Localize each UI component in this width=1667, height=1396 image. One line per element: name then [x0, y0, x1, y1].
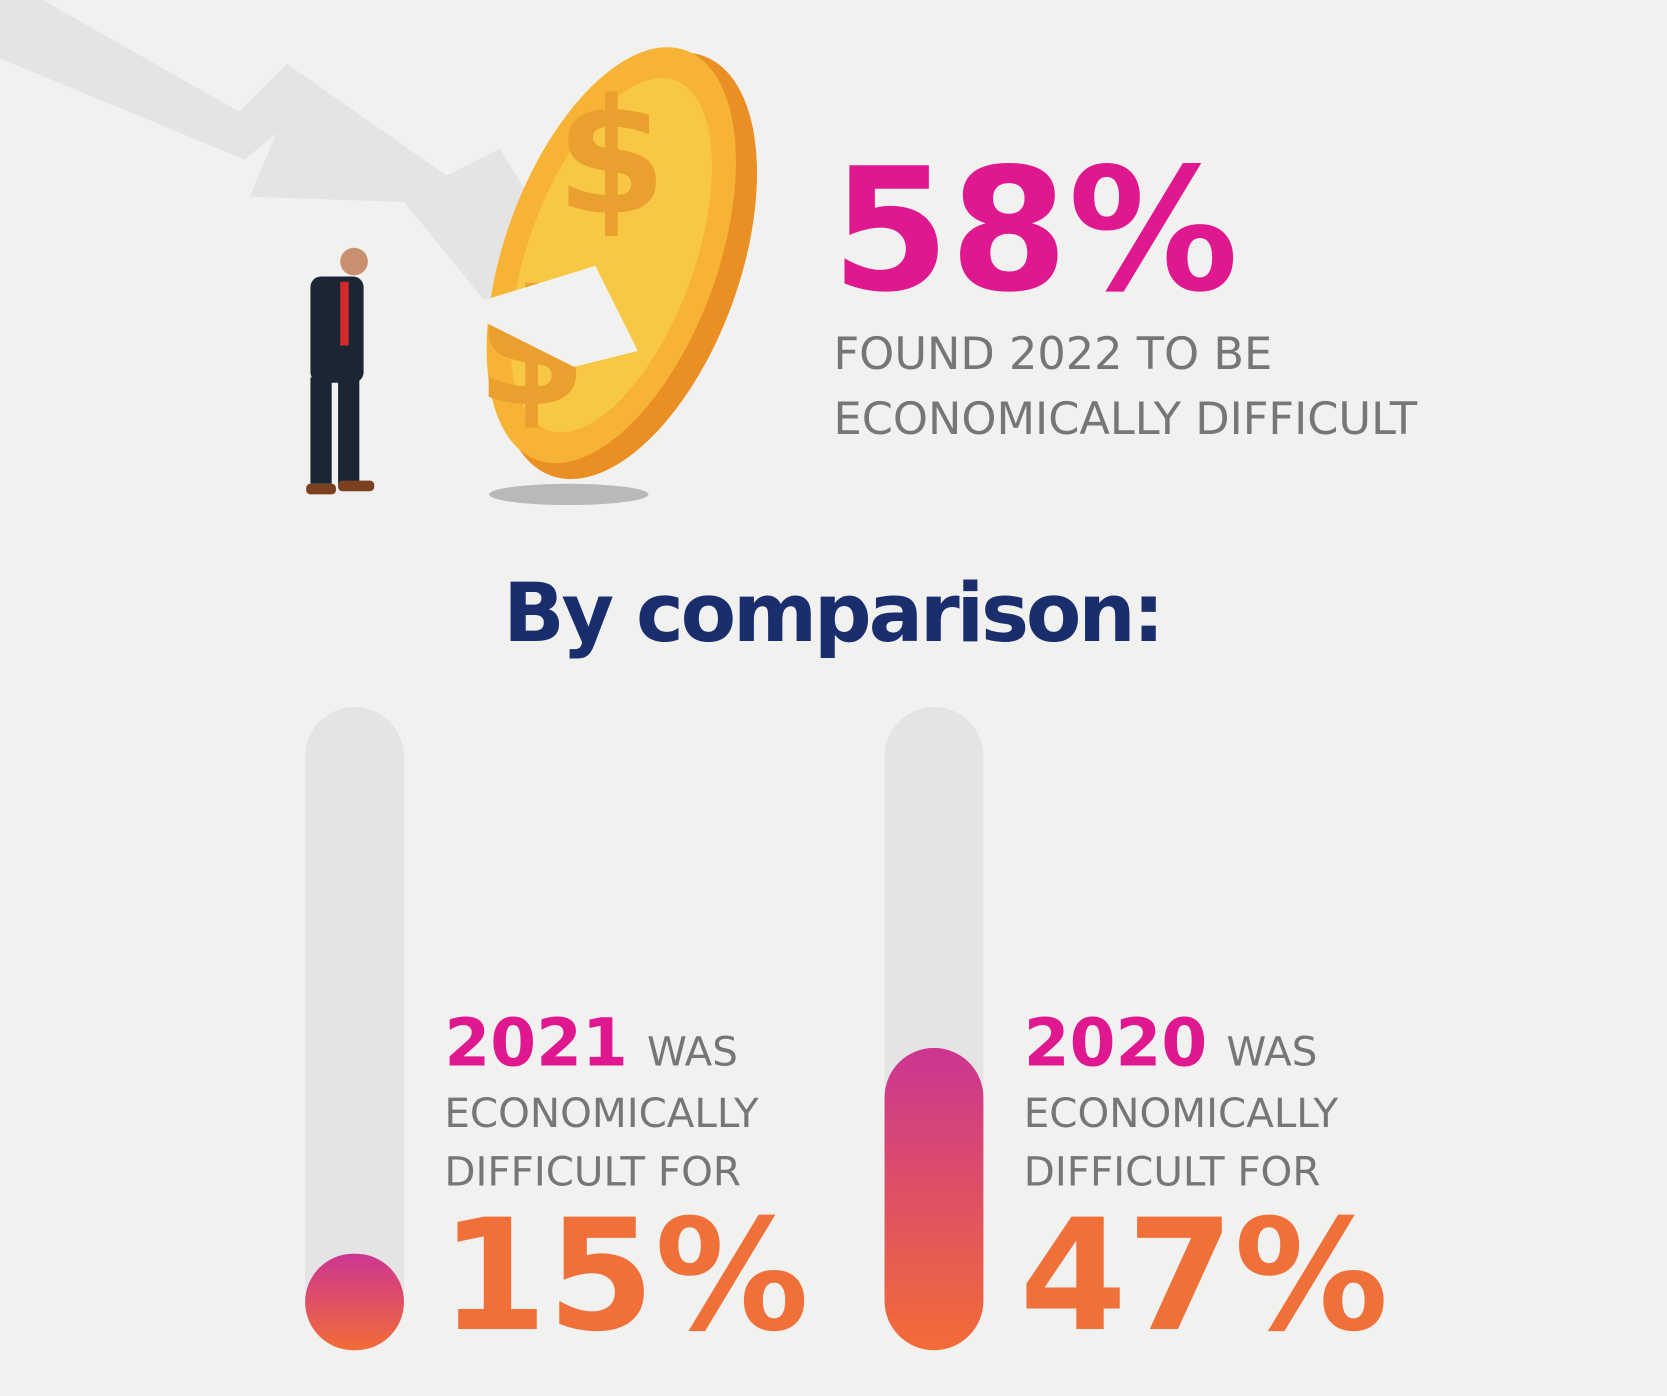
headline-line: FOUND 2022 TO BE	[833, 328, 1272, 380]
caption-text: WAS	[1226, 1028, 1317, 1075]
caption-text: WAS	[647, 1028, 738, 1075]
subtitle: By comparison:	[503, 567, 1162, 661]
value-label: 15%	[440, 1187, 809, 1366]
headline-value: 58%	[831, 132, 1238, 330]
illustration: $ $	[0, 0, 757, 506]
year: 2021	[444, 1004, 627, 1081]
bar	[305, 1253, 404, 1351]
caption-text: ECONOMICALLY	[1024, 1090, 1339, 1137]
caption-text: ECONOMICALLY	[444, 1090, 759, 1137]
bar	[884, 1047, 984, 1351]
caption-heading: 2021 WAS	[444, 1004, 738, 1081]
caption-text: DIFFICULT FOR	[1024, 1148, 1321, 1195]
headline-line: ECONOMICALLY DIFFICULT	[833, 393, 1417, 445]
year: 2020	[1024, 1004, 1207, 1081]
caption-heading: 2020 WAS	[1024, 1004, 1318, 1081]
value-label: 47%	[1020, 1187, 1389, 1366]
svg-text:$: $	[556, 65, 667, 251]
bar-track	[305, 707, 404, 1351]
caption-text: DIFFICULT FOR	[444, 1148, 741, 1195]
